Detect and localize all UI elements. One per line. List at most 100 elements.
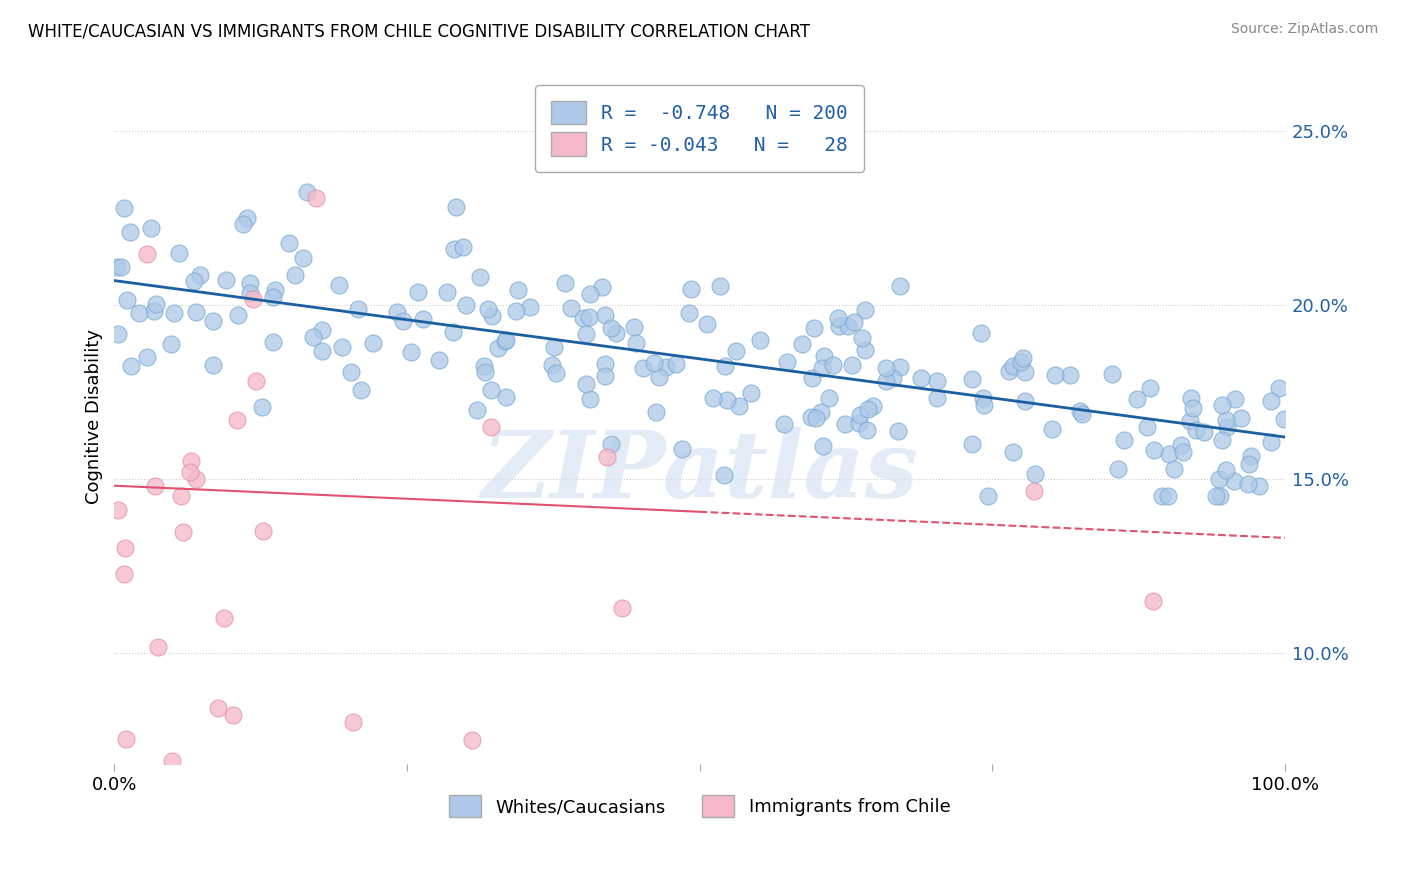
Point [481,420,503,434]
Point [776,355,799,369]
Point [114,566,136,581]
Point [882,371,904,385]
Text: WHITE/CAUCASIAN VS IMMIGRANTS FROM CHILE COGNITIVE DISABILITY CORRELATION CHART: WHITE/CAUCASIAN VS IMMIGRANTS FROM CHILE… [28,22,810,40]
Point [1182,401,1205,415]
Point [1192,425,1215,439]
Point [842,315,865,329]
Point [505,304,527,318]
Point [1040,422,1063,436]
Point [115,293,138,308]
Point [645,404,668,418]
Point [546,366,568,380]
Point [443,242,465,256]
Point [599,437,621,451]
Point [148,640,170,654]
Point [1223,392,1246,406]
Point [889,279,911,293]
Point [242,292,264,306]
Point [225,413,247,427]
Point [834,417,856,431]
Point [624,335,647,350]
Point [1215,420,1237,434]
Point [207,701,229,715]
Point [889,360,911,375]
Y-axis label: Cognitive Disability: Cognitive Disability [86,328,103,504]
Point [477,301,499,316]
Point [135,247,157,261]
Point [1209,489,1232,503]
Point [578,286,600,301]
Point [862,399,884,413]
Point [1002,445,1025,459]
Point [1237,477,1260,491]
Point [803,321,825,335]
Point [1272,412,1295,426]
Point [387,305,409,319]
Point [222,708,245,723]
Point [454,297,477,311]
Point [128,306,150,320]
Point [252,524,274,538]
Point [494,334,516,348]
Point [112,201,135,215]
Point [579,392,602,406]
Point [572,310,595,325]
Point [262,290,284,304]
Point [114,541,136,556]
Point [665,358,688,372]
Point [441,325,464,339]
Point [190,268,212,282]
Point [340,365,363,379]
Point [696,317,718,331]
Point [591,279,613,293]
Point [481,309,503,323]
Point [1215,463,1237,477]
Point [612,600,634,615]
Point [655,360,678,375]
Point [875,374,897,388]
Point [910,371,932,385]
Point [960,371,983,385]
Point [214,611,236,625]
Point [716,393,738,408]
Point [927,391,949,405]
Point [136,350,159,364]
Point [962,437,984,451]
Point [623,320,645,334]
Point [1071,407,1094,421]
Point [392,314,415,328]
Point [506,283,529,297]
Point [800,409,823,424]
Point [709,278,731,293]
Point [202,358,225,372]
Point [1112,433,1135,447]
Point [813,349,835,363]
Point [998,364,1021,378]
Point [1211,434,1233,448]
Point [593,308,616,322]
Point [540,358,562,372]
Point [330,340,353,354]
Point [1001,359,1024,373]
Point [468,270,491,285]
Point [162,754,184,768]
Point [495,333,517,347]
Point [749,333,772,347]
Point [1240,449,1263,463]
Point [1012,351,1035,365]
Point [821,359,844,373]
Point [262,334,284,349]
Point [887,424,910,438]
Point [593,369,616,384]
Point [804,411,827,425]
Point [593,357,616,371]
Point [578,310,600,324]
Point [167,246,190,260]
Point [841,358,863,372]
Point [311,343,333,358]
Point [1014,393,1036,408]
Legend: Whites/Caucasians, Immigrants from Chile: Whites/Caucasians, Immigrants from Chile [441,788,957,824]
Point [724,344,747,359]
Point [1143,442,1166,457]
Point [228,309,250,323]
